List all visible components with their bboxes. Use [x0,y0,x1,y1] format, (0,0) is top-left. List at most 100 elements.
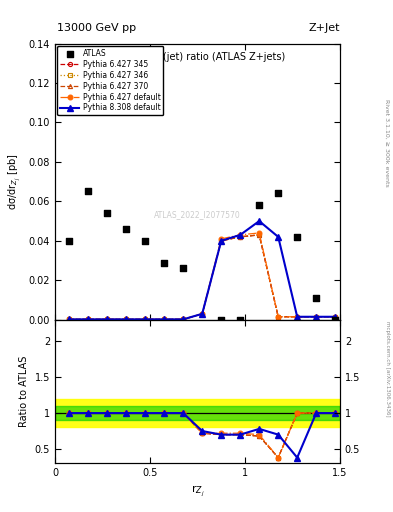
Pythia 6.427 370 [86,316,91,323]
Pythia 8.308 default [86,316,91,323]
ATLAS [237,315,243,324]
Line: Pythia 6.427 346: Pythia 6.427 346 [67,233,337,322]
Pythia 6.427 default [181,316,185,323]
ATLAS [180,264,186,272]
Pythia 8.308 default [314,314,319,320]
Pythia 8.308 default [162,316,167,323]
Y-axis label: Ratio to ATLAS: Ratio to ATLAS [19,356,29,427]
Pythia 6.427 346 [295,314,299,320]
Pythia 6.427 346 [143,316,148,323]
Pythia 6.427 370 [257,232,262,238]
Pythia 6.427 346 [86,316,91,323]
Pythia 6.427 370 [105,316,110,323]
Pythia 6.427 default [238,232,242,238]
Pythia 8.308 default [105,316,110,323]
Pythia 6.427 370 [219,238,224,244]
Pythia 6.427 370 [238,234,242,240]
Pythia 8.308 default [333,314,338,320]
Pythia 6.427 default [200,311,205,317]
Pythia 6.427 370 [200,311,205,317]
Text: Z+Jet: Z+Jet [309,23,340,33]
Pythia 6.427 346 [276,314,281,320]
ATLAS [313,294,320,302]
ATLAS [256,201,263,209]
Pythia 6.427 default [124,316,129,323]
Text: ATLAS_2022_I2077570: ATLAS_2022_I2077570 [154,210,241,219]
Pythia 6.427 345 [181,316,185,323]
Pythia 8.308 default [124,316,129,323]
Y-axis label: dσ/dr$_{Z_j}$ [pb]: dσ/dr$_{Z_j}$ [pb] [7,153,23,210]
Pythia 6.427 346 [67,316,72,323]
Pythia 6.427 346 [162,316,167,323]
Line: Pythia 6.427 370: Pythia 6.427 370 [67,233,337,322]
Pythia 6.427 345 [276,314,281,320]
ATLAS [66,237,72,245]
Pythia 6.427 default [67,316,72,323]
ATLAS [332,315,338,324]
Legend: ATLAS, Pythia 6.427 345, Pythia 6.427 346, Pythia 6.427 370, Pythia 6.427 defaul: ATLAS, Pythia 6.427 345, Pythia 6.427 34… [57,46,163,116]
Pythia 6.427 346 [200,311,205,317]
ATLAS [275,189,281,198]
Pythia 6.427 345 [238,234,242,240]
Text: mcplots.cern.ch [arXiv:1306.3436]: mcplots.cern.ch [arXiv:1306.3436] [385,321,389,416]
Line: Pythia 6.427 345: Pythia 6.427 345 [67,233,337,322]
Pythia 8.308 default [219,238,224,244]
Pythia 8.308 default [67,316,72,323]
Pythia 6.427 346 [105,316,110,323]
Pythia 6.427 345 [295,314,299,320]
Pythia 6.427 345 [333,314,338,320]
Pythia 6.427 345 [314,314,319,320]
Line: Pythia 8.308 default: Pythia 8.308 default [66,218,338,322]
Pythia 6.427 345 [86,316,91,323]
Pythia 8.308 default [257,218,262,224]
X-axis label: r$_{Z_j}$: r$_{Z_j}$ [191,484,204,499]
Pythia 6.427 default [162,316,167,323]
Pythia 6.427 346 [333,314,338,320]
ATLAS [161,259,167,267]
Pythia 6.427 370 [162,316,167,323]
Pythia 6.427 default [333,314,338,320]
Pythia 6.427 default [295,314,299,320]
Text: 13000 GeV pp: 13000 GeV pp [57,23,136,33]
ATLAS [218,315,224,324]
Pythia 6.427 default [86,316,91,323]
Pythia 6.427 default [105,316,110,323]
Pythia 8.308 default [181,316,185,323]
Pythia 8.308 default [143,316,148,323]
Pythia 6.427 346 [124,316,129,323]
ATLAS [142,237,149,245]
Pythia 6.427 default [219,236,224,242]
Pythia 8.308 default [238,232,242,238]
Pythia 8.308 default [295,314,299,320]
Pythia 6.427 345 [219,238,224,244]
Pythia 6.427 default [276,314,281,320]
Pythia 6.427 345 [257,232,262,238]
Line: Pythia 6.427 default: Pythia 6.427 default [67,230,338,322]
Pythia 6.427 default [314,314,319,320]
Pythia 6.427 346 [314,314,319,320]
Pythia 6.427 370 [181,316,185,323]
ATLAS [123,225,129,233]
Pythia 8.308 default [200,311,205,317]
ATLAS [85,187,92,196]
Text: pT(Z) → pT(jet) ratio (ATLAS Z+jets): pT(Z) → pT(jet) ratio (ATLAS Z+jets) [110,52,285,62]
Pythia 6.427 346 [219,238,224,244]
Pythia 6.427 370 [124,316,129,323]
ATLAS [104,209,110,217]
Pythia 6.427 346 [238,234,242,240]
Pythia 6.427 345 [200,311,205,317]
Pythia 6.427 370 [143,316,148,323]
Pythia 6.427 345 [105,316,110,323]
Pythia 6.427 370 [67,316,72,323]
Pythia 6.427 default [257,230,262,236]
Pythia 6.427 345 [143,316,148,323]
Pythia 6.427 370 [333,314,338,320]
Text: Rivet 3.1.10, ≥ 300k events: Rivet 3.1.10, ≥ 300k events [385,99,389,187]
Pythia 6.427 370 [314,314,319,320]
Pythia 6.427 345 [124,316,129,323]
Pythia 6.427 370 [276,314,281,320]
Pythia 8.308 default [276,234,281,240]
Pythia 6.427 default [143,316,148,323]
Pythia 6.427 370 [295,314,299,320]
Pythia 6.427 345 [67,316,72,323]
